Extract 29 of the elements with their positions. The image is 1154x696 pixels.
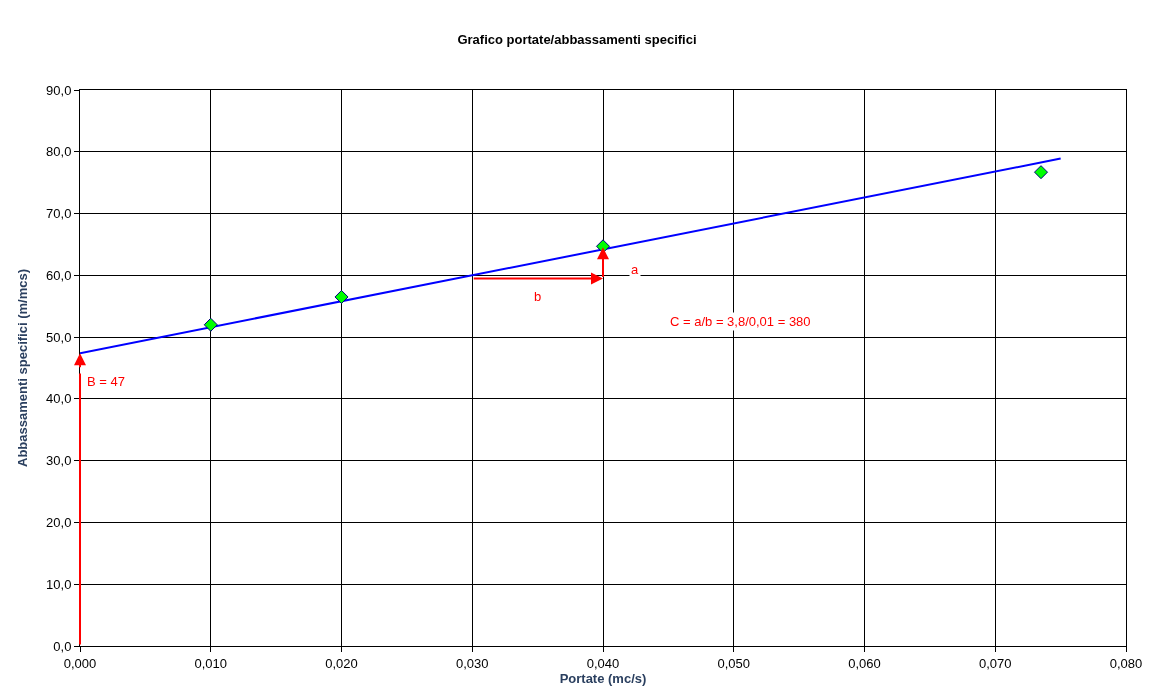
x-tick-label: 0,070 — [978, 655, 1012, 671]
y-tick-label: 70,0 — [46, 206, 72, 222]
chart-title: Grafico portate/abbassamenti specifici — [457, 31, 697, 47]
x-tick-label: 0,010 — [194, 655, 228, 671]
annotation: b — [534, 289, 542, 304]
annotation: B = 47 — [87, 374, 125, 389]
point — [1034, 165, 1049, 180]
y-tick-label: 60,0 — [46, 267, 72, 283]
x-axis-title: Portate (mc/s) — [559, 671, 647, 687]
y-tick-label: 90,0 — [46, 82, 72, 98]
x-tick-label: 0,060 — [848, 655, 881, 671]
annotation: a — [631, 262, 639, 277]
x-tick-label: 0,050 — [717, 655, 751, 671]
y-tick-label: 0,0 — [53, 638, 72, 654]
point — [203, 317, 218, 332]
x-tick-label: 0,020 — [325, 655, 358, 671]
annotation: C = a/b = 3,8/0,01 = 380 — [670, 314, 811, 329]
y-tick-label: 20,0 — [46, 514, 72, 530]
y-tick-label: 40,0 — [46, 391, 72, 407]
x-tick-label: 0,030 — [455, 655, 489, 671]
x-tick-label: 0,080 — [1109, 655, 1143, 671]
y-tick-label: 10,0 — [46, 576, 72, 592]
point — [334, 289, 349, 304]
y-tick-label: 80,0 — [46, 144, 72, 160]
x-tick-label: 0,040 — [586, 655, 620, 671]
y-tick-label: 50,0 — [46, 329, 72, 345]
x-tick-label: 0,000 — [63, 655, 97, 671]
y-axis-title: Abbassamenti specifici (m/mcs) — [15, 269, 31, 467]
y-tick-label: 30,0 — [46, 453, 72, 469]
